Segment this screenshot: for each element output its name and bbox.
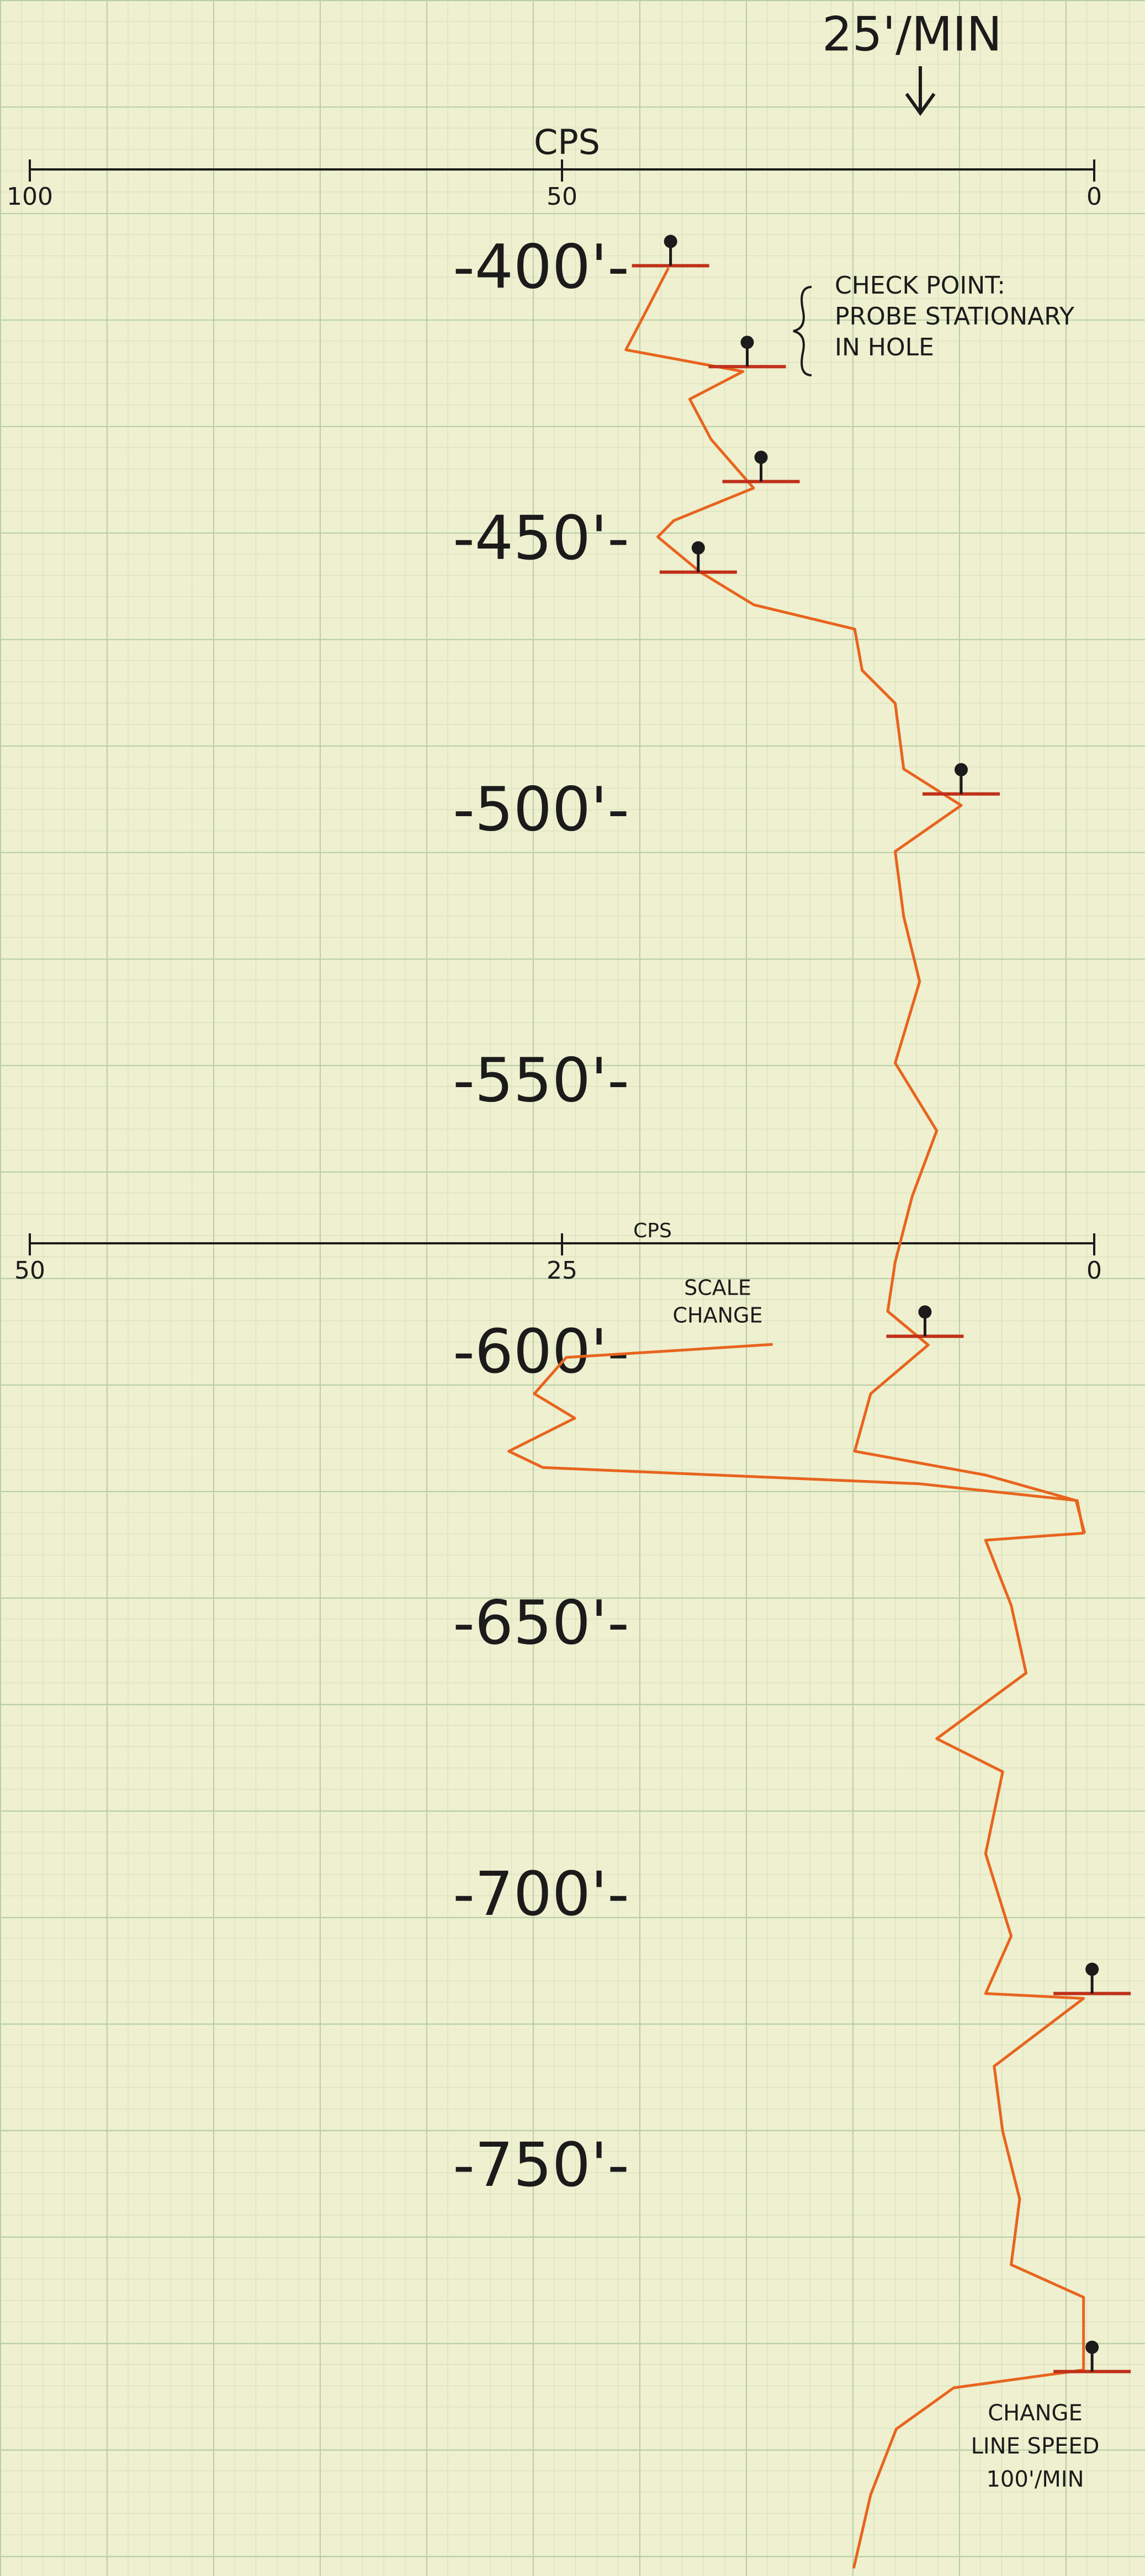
arrow <box>905 66 936 116</box>
checkpoint-head <box>918 1305 932 1319</box>
x2-axis-label: CPS <box>633 1220 672 1242</box>
checkpoint <box>918 1305 932 1337</box>
chart-title: 25'/MIN <box>822 7 1002 62</box>
y-tick-label: -750'- <box>453 2130 629 2200</box>
annotation: CHECK POINT: <box>835 272 1005 300</box>
log-trace <box>507 1343 1085 2569</box>
x-tick-label: 100 <box>7 183 53 211</box>
annotation: CHANGE <box>673 1303 763 1328</box>
checkpoint-head <box>664 235 677 248</box>
annotation: CHANGE <box>988 2401 1083 2426</box>
x-tick-label: 0 <box>1086 1257 1102 1285</box>
y-tick-label: -600'- <box>453 1316 629 1387</box>
checkpoint-head <box>740 336 754 349</box>
checkpoint-head <box>691 541 705 555</box>
annotation: IN HOLE <box>835 333 934 361</box>
checkpoint <box>1085 1962 1099 1994</box>
annotation: SCALE <box>684 1276 751 1300</box>
checkpoint <box>754 450 768 482</box>
checkpoint <box>691 541 705 572</box>
y-tick-label: -700'- <box>453 1859 629 1929</box>
y-tick-label: -500'- <box>453 774 629 844</box>
checkpoint-head <box>754 450 768 464</box>
x-axis-label: CPS <box>534 122 600 162</box>
annotation: LINE SPEED <box>971 2434 1100 2459</box>
x-tick-label: 0 <box>1086 183 1102 211</box>
brace <box>793 286 812 376</box>
checkpoint <box>1085 2340 1099 2372</box>
y-tick-label: -450'- <box>453 503 629 573</box>
x-tick-label: 25 <box>547 1257 577 1285</box>
checkpoint-head <box>955 763 968 776</box>
x-tick-label: 50 <box>14 1257 45 1285</box>
checkpoint-head <box>1085 1962 1099 1976</box>
checkpoint <box>740 336 754 367</box>
y-tick-label: -400'- <box>453 232 629 302</box>
y-tick-label: -650'- <box>453 1587 629 1658</box>
checkpoint-head <box>1085 2340 1099 2354</box>
annotation: 100'/MIN <box>986 2467 1084 2492</box>
y-tick-label: -550'- <box>453 1045 629 1116</box>
log-trace <box>624 267 1086 1534</box>
annotation: PROBE STATIONARY <box>835 302 1074 331</box>
checkpoint <box>664 235 677 266</box>
checkpoint <box>955 763 968 794</box>
x-tick-label: 50 <box>547 183 577 211</box>
